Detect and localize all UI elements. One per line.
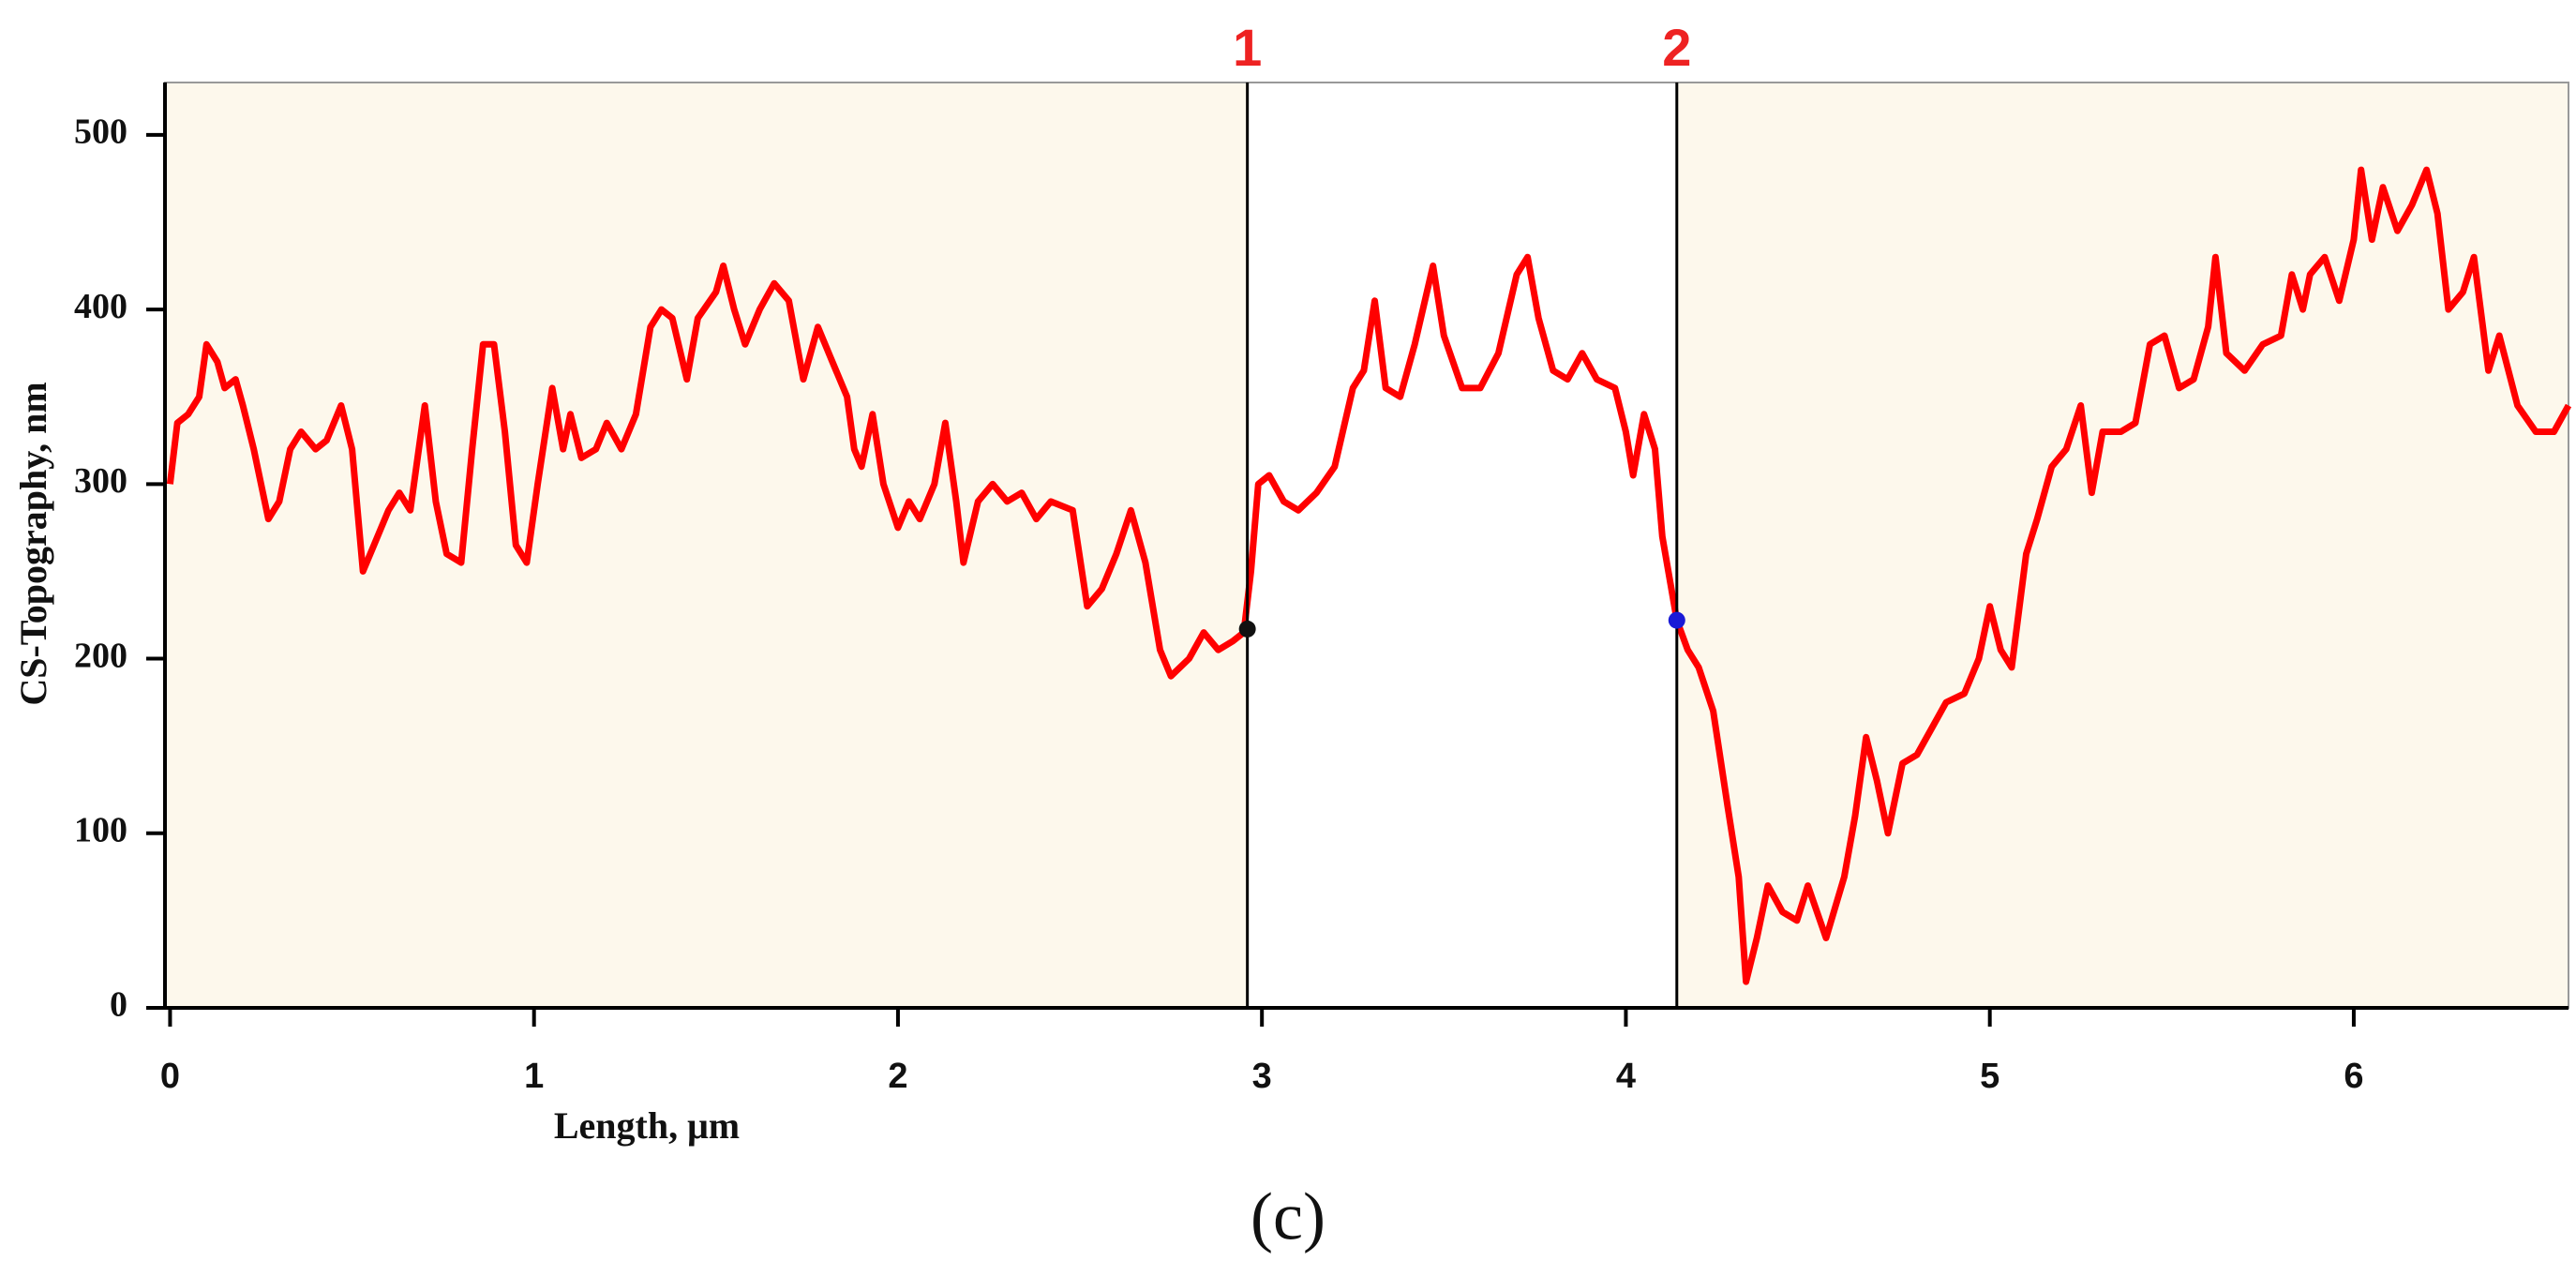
caption: (c) (1251, 1179, 1325, 1254)
data-line (166, 166, 2572, 985)
cursor-point (1668, 611, 1685, 629)
y-axis-label: CS-Topography, nm (12, 382, 54, 705)
y-tick-label: 100 (74, 810, 127, 849)
shaded-region (165, 83, 1248, 1008)
y-tick-label: 500 (74, 113, 127, 152)
cursor-label: 1 (1233, 18, 1262, 77)
y-tick-label: 0 (110, 985, 127, 1025)
x-axis-label: Length, μm (554, 1104, 740, 1147)
x-tick-label: 4 (1616, 1057, 1636, 1096)
shaded-region (1676, 83, 2569, 1008)
cursor-label: 2 (1662, 18, 1691, 77)
x-tick-label: 2 (888, 1057, 907, 1096)
x-tick-label: 3 (1252, 1057, 1272, 1096)
y-tick-label: 200 (74, 636, 127, 675)
x-tick-label: 0 (160, 1057, 180, 1096)
x-tick-label: 5 (1980, 1057, 1999, 1096)
y-tick-label: 300 (74, 461, 127, 501)
x-tick-label: 1 (524, 1057, 544, 1096)
x-tick-label: 6 (2344, 1057, 2363, 1096)
cursor-point (1238, 620, 1256, 638)
y-tick-label: 400 (74, 287, 127, 326)
